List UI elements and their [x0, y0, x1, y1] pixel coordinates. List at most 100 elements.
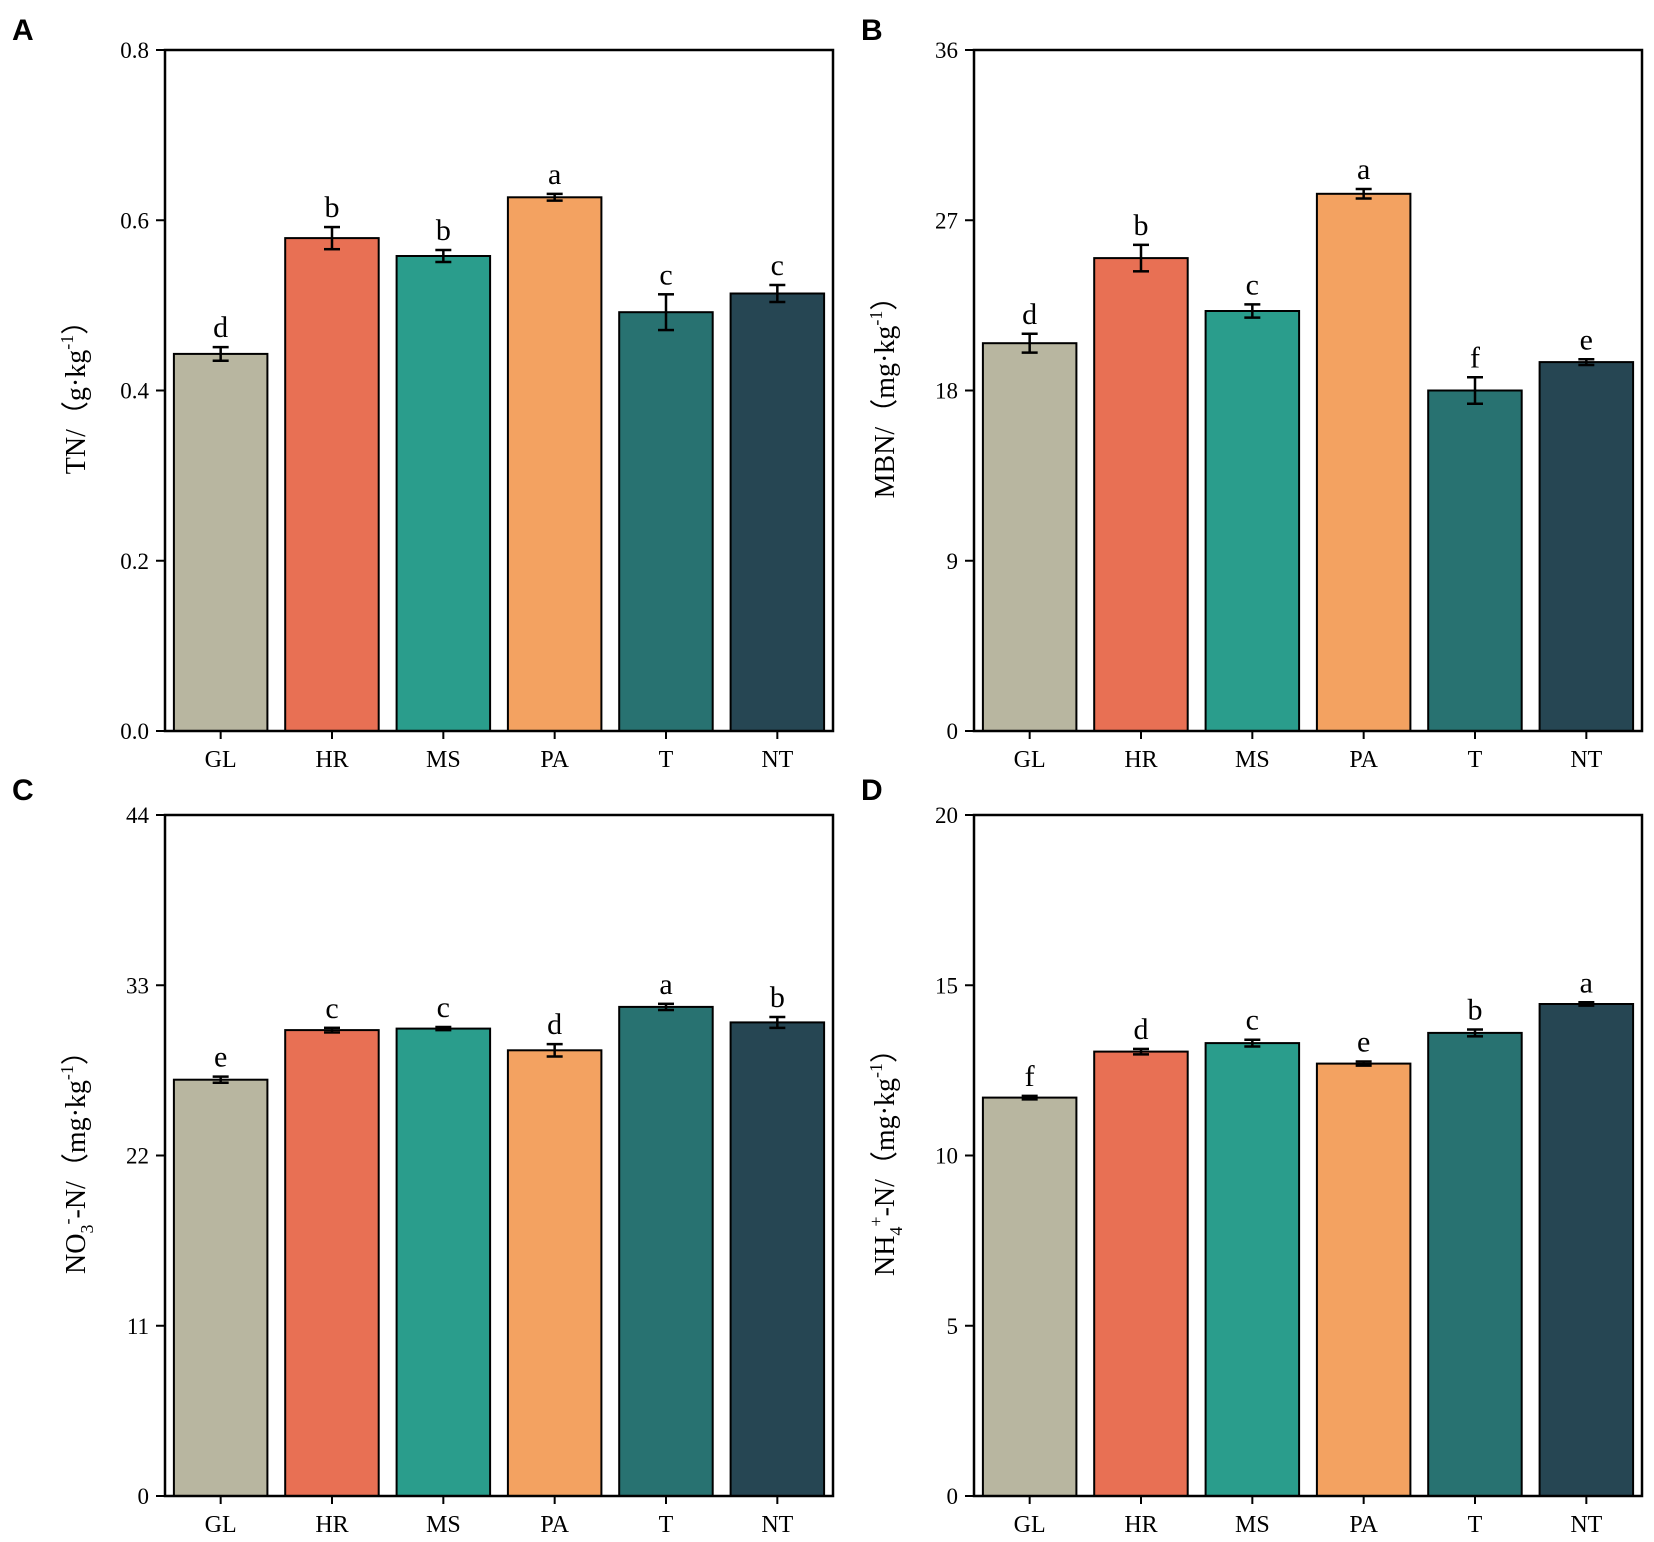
significance-letter-NT: e	[1580, 323, 1593, 356]
x-tick-label-NT: NT	[761, 747, 793, 773]
significance-letter-T: b	[1468, 994, 1483, 1027]
x-tick-label-GL: GL	[1014, 1512, 1046, 1538]
bar-GL	[981, 1096, 1078, 1497]
bar-NT	[1538, 1003, 1635, 1497]
bar-MS	[1204, 310, 1301, 732]
significance-letter-MS: c	[1246, 1004, 1259, 1037]
bar-MS	[395, 1027, 492, 1497]
panel-C: Ce GL c HR c MS d PA a Tb NT 0 11 22 33 44 NO3--N/（mg·kg…	[12, 774, 835, 1538]
panel-letter: C	[12, 774, 34, 807]
bar-MS	[395, 255, 492, 732]
y-tick-label: 0.2	[120, 549, 149, 574]
y-tick-label: 0	[947, 719, 959, 744]
bar-PA	[506, 1049, 603, 1498]
bar-T	[618, 311, 714, 732]
x-tick-label-PA: PA	[1349, 1512, 1378, 1538]
bar-HR	[284, 1029, 380, 1497]
x-tick-label-MS: MS	[1235, 1512, 1270, 1538]
panel-letter: D	[861, 774, 883, 807]
y-axis-label: NH4+-N/（mg·kg-1）	[866, 1035, 906, 1276]
bar-T	[1427, 1031, 1523, 1498]
bar-GL	[172, 1078, 269, 1497]
x-tick-label-PA: PA	[540, 1512, 569, 1538]
significance-letter-HR: d	[1134, 1013, 1149, 1046]
bar-T	[618, 1005, 714, 1498]
significance-letter-MS: c	[1246, 268, 1259, 301]
y-tick-label: 10	[935, 1144, 958, 1169]
bar-HR	[284, 237, 380, 732]
significance-letter-NT: c	[771, 249, 784, 282]
x-tick-label-HR: HR	[315, 747, 348, 773]
panel-letter: A	[12, 14, 34, 47]
panel-D: Df GL d HR c MS e PA b Ta NT 0 5 10 15 20 NH4+-N/（mg·kg-…	[861, 774, 1644, 1538]
y-tick-label: 9	[947, 549, 959, 574]
significance-letter-T: c	[659, 258, 672, 291]
bar-PA	[506, 196, 603, 733]
y-tick-label: 0	[947, 1484, 959, 1509]
significance-letter-MS: b	[436, 214, 451, 247]
significance-letter-PA: a	[1357, 153, 1370, 186]
y-tick-label: 22	[126, 1144, 149, 1169]
x-tick-label-MS: MS	[1235, 747, 1270, 773]
significance-letter-PA: a	[548, 158, 561, 191]
x-tick-label-T: T	[659, 1512, 674, 1538]
y-tick-label: 44	[126, 803, 150, 828]
y-tick-label: 33	[126, 973, 149, 998]
panel-A: Ad GL b HR b MS a PA c Tc NT 0.0 0.2 0.4 0.6 0.8 TN/（g·k…	[12, 14, 835, 773]
bar-NT	[729, 1021, 826, 1498]
bar-HR	[1093, 257, 1189, 732]
x-tick-label-HR: HR	[1124, 747, 1157, 773]
bar-PA	[1315, 1062, 1412, 1497]
x-tick-label-GL: GL	[205, 1512, 237, 1538]
x-tick-label-MS: MS	[426, 747, 461, 773]
x-tick-label-NT: NT	[1570, 747, 1602, 773]
significance-letter-HR: b	[325, 191, 340, 224]
y-axis-label: NO3--N/（mg·kg-1）	[57, 1037, 97, 1274]
significance-letter-MS: c	[437, 991, 450, 1024]
y-tick-label: 15	[935, 973, 958, 998]
y-tick-label: 5	[947, 1314, 959, 1339]
significance-letter-HR: c	[325, 992, 338, 1025]
panel-B: Bd GL b HR c MS a PA f Te NT 0 9 18 27 36 MBN/（mg·kg-1）	[861, 14, 1644, 773]
significance-letter-PA: d	[547, 1008, 562, 1041]
bar-GL	[172, 352, 269, 732]
bar-GL	[981, 342, 1078, 732]
significance-letter-NT: a	[1580, 966, 1593, 999]
significance-letter-HR: b	[1134, 209, 1149, 242]
y-tick-label: 0	[138, 1484, 150, 1509]
x-tick-label-NT: NT	[761, 1512, 793, 1538]
significance-letter-T: a	[659, 968, 672, 1001]
x-tick-label-GL: GL	[1014, 747, 1046, 773]
y-tick-label: 18	[935, 379, 958, 404]
y-axis-label: MBN/（mg·kg-1）	[866, 283, 901, 499]
y-tick-label: 0.4	[120, 379, 149, 404]
x-tick-label-T: T	[659, 747, 674, 773]
panel-letter: B	[861, 14, 883, 47]
bar-NT	[729, 292, 826, 732]
x-tick-label-PA: PA	[1349, 747, 1378, 773]
y-tick-label: 0.8	[120, 38, 149, 63]
significance-letter-PA: e	[1357, 1026, 1370, 1059]
bar-PA	[1315, 192, 1412, 733]
x-tick-label-HR: HR	[1124, 1512, 1157, 1538]
x-tick-label-GL: GL	[205, 747, 237, 773]
y-tick-label: 11	[127, 1314, 149, 1339]
significance-letter-GL: d	[213, 311, 228, 344]
x-tick-label-T: T	[1468, 747, 1483, 773]
x-tick-label-NT: NT	[1570, 1512, 1602, 1538]
bar-HR	[1093, 1050, 1189, 1497]
y-tick-label: 27	[935, 208, 958, 233]
x-tick-label-PA: PA	[540, 747, 569, 773]
bar-NT	[1538, 361, 1635, 732]
bar-MS	[1204, 1042, 1301, 1497]
significance-letter-GL: d	[1022, 298, 1037, 331]
significance-letter-NT: b	[770, 981, 785, 1014]
y-tick-label: 0.6	[120, 208, 149, 233]
x-tick-label-T: T	[1468, 1512, 1483, 1538]
x-tick-label-HR: HR	[315, 1512, 348, 1538]
significance-letter-GL: f	[1025, 1060, 1035, 1093]
significance-letter-GL: e	[214, 1041, 227, 1074]
y-tick-label: 36	[935, 38, 958, 63]
y-axis-label: TN/（g·kg-1）	[57, 307, 92, 474]
